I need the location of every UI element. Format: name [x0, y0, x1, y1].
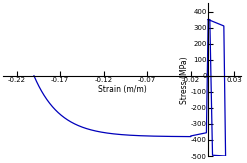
- X-axis label: Strain (m/m): Strain (m/m): [98, 84, 147, 94]
- Y-axis label: Stress (MPa): Stress (MPa): [180, 56, 189, 104]
